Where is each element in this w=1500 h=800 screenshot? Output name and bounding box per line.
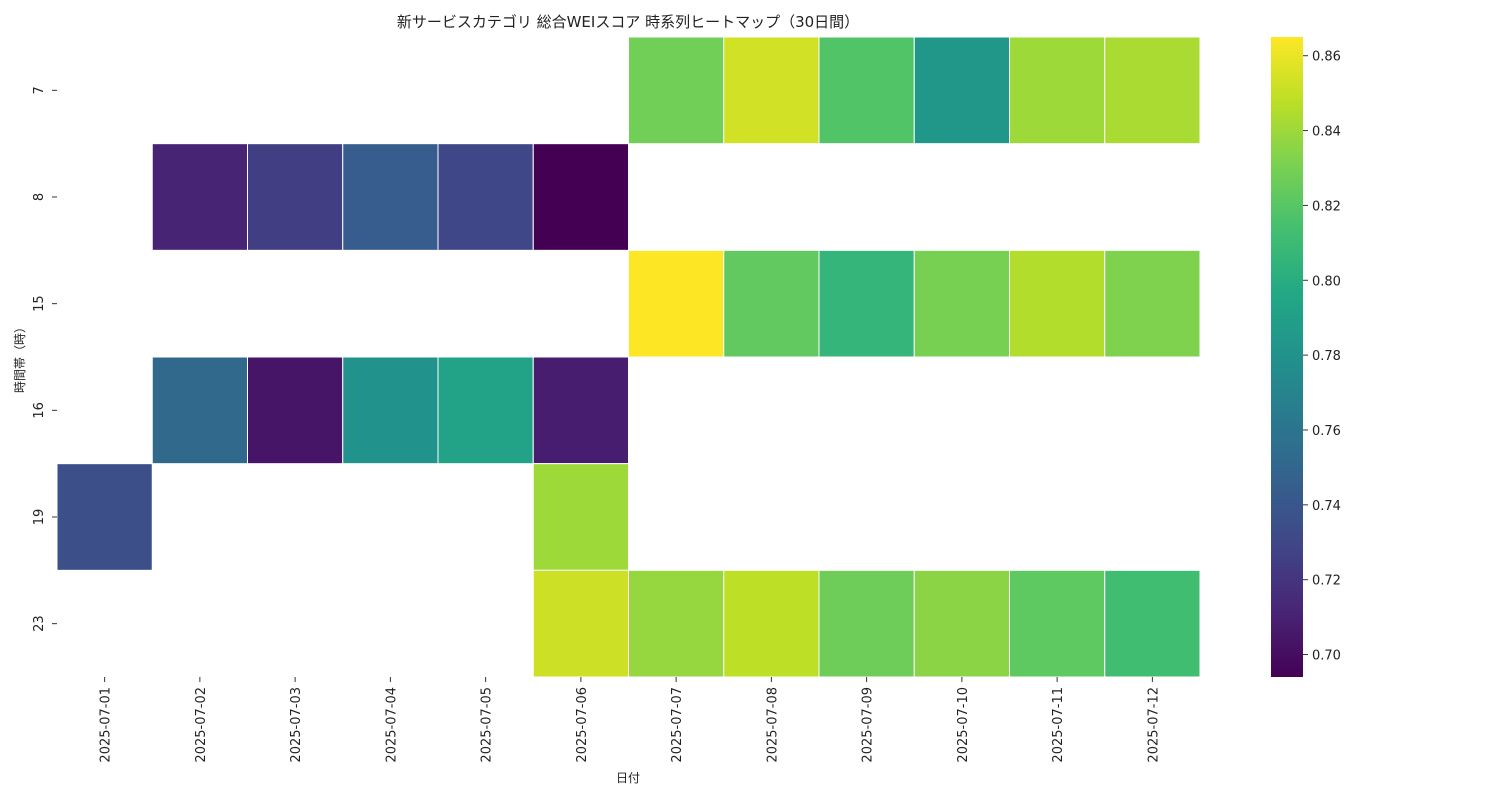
heatmap-cell (723, 249, 820, 358)
heatmap-cell (1104, 569, 1201, 678)
heatmap-cell (532, 463, 629, 571)
x-axis-label: 日付 (616, 771, 640, 785)
x-tick-label: 2025-07-02 (194, 687, 209, 763)
heatmap-cell (532, 143, 629, 251)
heatmap-cell (151, 356, 248, 465)
x-tick-label: 2025-07-06 (575, 687, 590, 763)
heatmap-cell (723, 36, 820, 145)
heatmap-cell (532, 356, 629, 465)
y-tick-label: 15 (32, 295, 47, 312)
x-tick-label: 2025-07-12 (1146, 687, 1161, 763)
heatmap-cell (342, 143, 439, 251)
heatmap-cell (151, 143, 248, 251)
heatmap-cell (628, 36, 725, 145)
heatmap-cell (818, 569, 915, 678)
y-tick-label: 19 (32, 509, 47, 526)
heatmap-cell (437, 356, 534, 465)
heatmap-cell (628, 569, 725, 678)
y-tick-label: 16 (32, 402, 47, 419)
colorbar-tick-label: 0.76 (1312, 424, 1341, 439)
x-tick-label: 2025-07-04 (384, 687, 399, 763)
x-tick-label: 2025-07-08 (765, 687, 780, 763)
heatmap-cell (1104, 249, 1201, 358)
colorbar-tick-label: 0.84 (1312, 125, 1341, 140)
y-axis-ticks: 7 8 15 16 19 23 (32, 86, 57, 632)
colorbar-tick-label: 0.78 (1312, 349, 1341, 364)
colorbar: 0.70 0.72 0.74 0.76 0.78 0.80 0.82 0.84 0.86 (1271, 37, 1341, 677)
colorbar-tick-label: 0.72 (1312, 574, 1341, 589)
heatmap-cell (1009, 36, 1106, 145)
colorbar-tick-label: 0.70 (1312, 649, 1341, 664)
x-axis-ticks: 2025-07-01 2025-07-02 2025-07-03 2025-07-04… (99, 677, 1161, 763)
x-tick-label: 2025-07-10 (956, 687, 971, 763)
colorbar-tick-label: 0.86 (1312, 50, 1341, 65)
y-tick-label: 8 (32, 193, 47, 201)
heatmap-cell (1009, 249, 1106, 358)
y-tick-label: 7 (32, 86, 47, 94)
x-tick-label: 2025-07-05 (480, 687, 495, 763)
heatmap-cell (247, 356, 344, 465)
heatmap-cell (818, 36, 915, 145)
colorbar-tick-label: 0.80 (1312, 274, 1341, 289)
y-axis-label: 時間帯（時） (13, 321, 27, 393)
x-tick-label: 2025-07-03 (289, 687, 304, 763)
heatmap-cell (723, 569, 820, 678)
heatmap-cell (437, 143, 534, 251)
heatmap-cell (913, 36, 1010, 145)
heatmap-cells (56, 36, 1201, 678)
x-tick-label: 2025-07-09 (861, 687, 876, 763)
y-tick-label: 23 (32, 615, 47, 632)
colorbar-tick-label: 0.74 (1312, 499, 1341, 514)
heatmap-cell (532, 569, 629, 678)
heatmap-cell (913, 249, 1010, 358)
colorbar-tick-label: 0.82 (1312, 199, 1341, 214)
heatmap-cell (56, 463, 153, 571)
heatmap-cell (913, 569, 1010, 678)
heatmap-cell (1104, 36, 1201, 145)
x-tick-label: 2025-07-01 (99, 687, 114, 763)
heatmap-cell (628, 249, 725, 358)
x-tick-label: 2025-07-11 (1051, 687, 1066, 763)
chart-title: 新サービスカテゴリ 総合WEIスコア 時系列ヒートマップ（30日間） (397, 13, 859, 31)
heatmap-cell (1009, 569, 1106, 678)
colorbar-gradient (1271, 37, 1303, 677)
heatmap-cell (818, 249, 915, 358)
x-tick-label: 2025-07-07 (670, 687, 685, 763)
heatmap-cell (342, 356, 439, 465)
heatmap-cell (247, 143, 344, 251)
